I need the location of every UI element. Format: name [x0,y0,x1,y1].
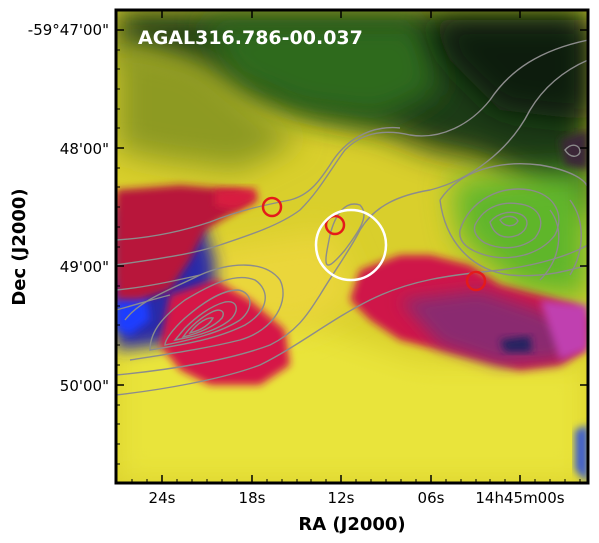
x-tick-label: 12s [328,489,355,507]
contour-line [164,289,251,346]
y-axis-label: Dec (J2000) [9,188,30,305]
contour-line [473,202,542,249]
marker-layer [261,196,487,292]
x-tick-label: 24s [149,489,176,507]
y-tick-label: 50'00" [60,377,109,395]
small-marker-circle [261,196,283,218]
plot-frame [114,8,590,485]
x-tick-labels: 24s 18s 12s 06s 14h45m00s [149,489,565,507]
contour-line [499,215,519,227]
contour-line [489,211,528,238]
contour-line [539,199,582,281]
contour-line [173,301,237,341]
contour-line [149,276,266,351]
contour-line [116,59,588,376]
contour-line [116,274,201,311]
contour-line [439,163,588,277]
small-marker-circle [324,214,346,236]
contour-line [459,188,560,259]
contour-line [124,264,284,361]
contour-line [116,244,588,396]
contour-lines [116,39,588,396]
contour-line [116,126,401,241]
contour-line [116,39,588,266]
y-tick-labels: -59°47'00" 48'00" 49'00" 50'00" [28,21,109,395]
y-tick-label: -59°47'00" [28,21,109,39]
x-tick-label: 06s [418,489,445,507]
y-tick-label: 48'00" [60,140,109,158]
contour-line [564,144,581,157]
contour-line [188,317,215,335]
small-marker-circle [465,270,487,292]
large-marker-circle [314,208,388,282]
contour-line [181,309,224,339]
x-tick-label: 18s [239,489,266,507]
x-axis-label: RA (J2000) [298,514,405,535]
x-tick-label: 14h45m00s [475,489,564,507]
y-tick-label: 49'00" [60,258,109,276]
map-title: AGAL316.786-00.037 [138,27,363,49]
